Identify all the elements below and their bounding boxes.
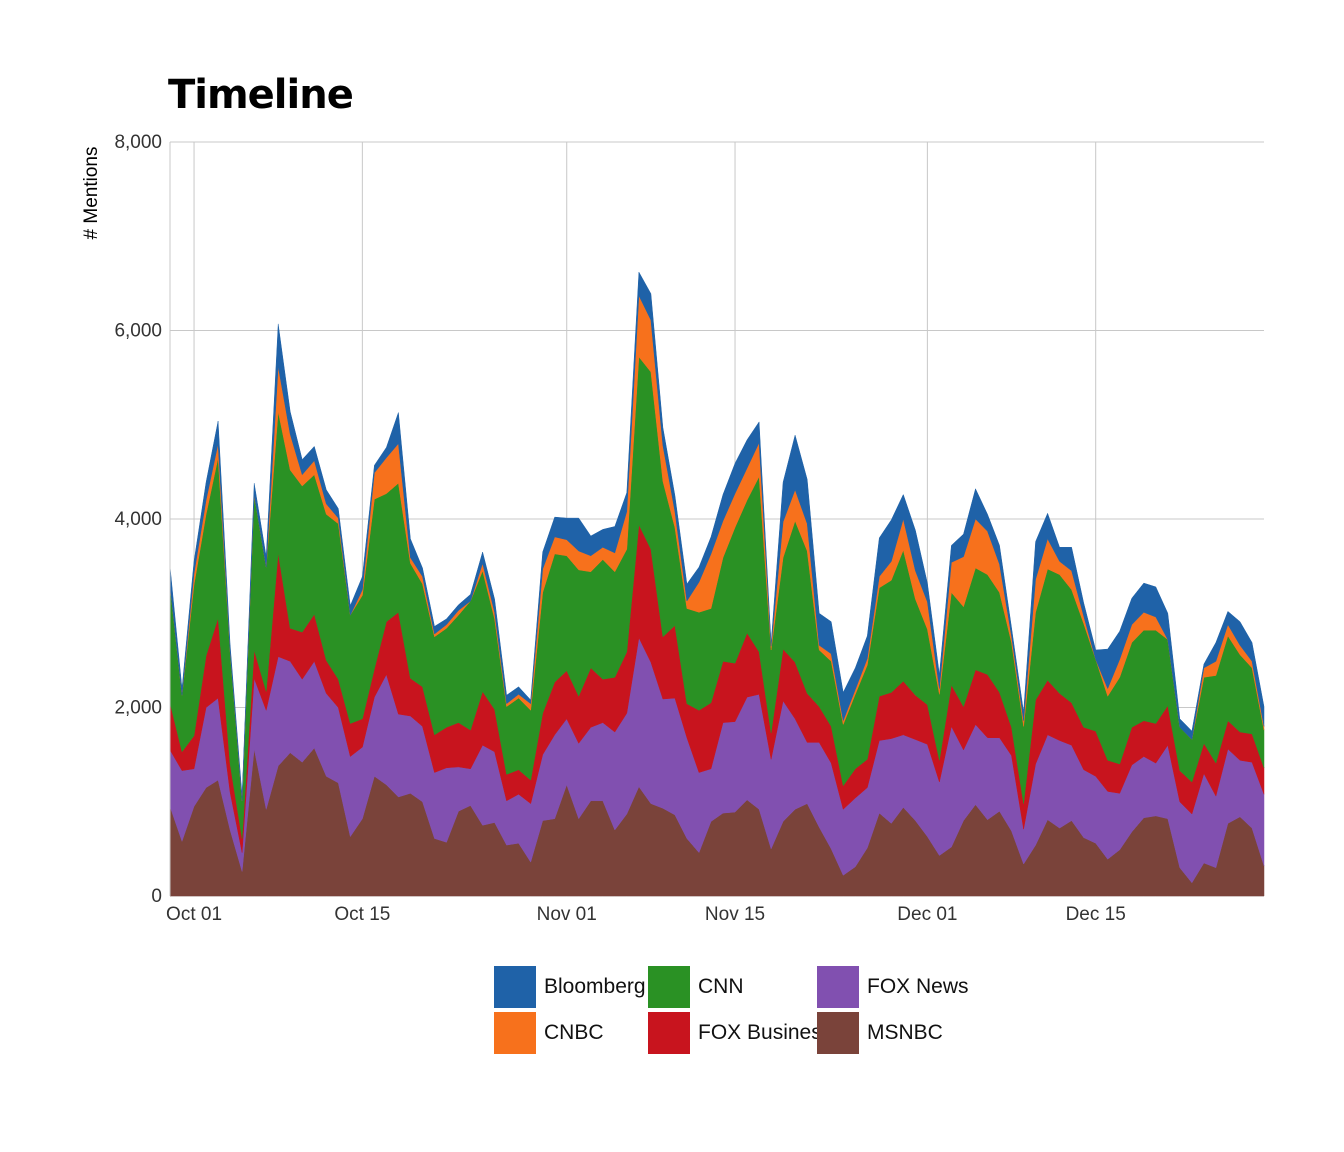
legend-item[interactable]: FOX News — [817, 966, 969, 1008]
legend-item[interactable]: CNN — [648, 966, 744, 1008]
legend-swatch — [494, 966, 536, 1008]
y-tick-label: 4,000 — [114, 509, 162, 530]
legend-item[interactable]: FOX Business — [648, 1012, 832, 1054]
legend-item[interactable]: Bloomberg — [494, 966, 646, 1008]
chart-title: Timeline — [168, 72, 354, 118]
x-tick-label: Oct 01 — [166, 904, 222, 925]
y-tick-label: 2,000 — [114, 698, 162, 719]
stacked-areas — [169, 271, 1265, 897]
x-tick-label: Dec 01 — [897, 904, 957, 925]
legend-label: Bloomberg — [544, 975, 646, 998]
y-tick-label: 0 — [151, 886, 162, 907]
legend-item[interactable]: CNBC — [494, 1012, 604, 1054]
axes: 0 2,000 4,000 6,000 8,000 Oct 01 Oct 15 Nov 01 N… — [114, 132, 1125, 925]
legend-label: CNN — [698, 975, 744, 998]
legend-swatch — [648, 966, 690, 1008]
x-tick-label: Nov 01 — [537, 904, 597, 925]
x-tick-label: Oct 15 — [334, 904, 390, 925]
series-area-bloomberg — [169, 271, 1265, 801]
y-axis-title: # Mentions — [81, 147, 102, 240]
legend-label: CNBC — [544, 1021, 604, 1044]
y-tick-label: 8,000 — [114, 132, 162, 153]
legend: Bloomberg CNBC CNN FOX Business FOX News MSNB… — [494, 966, 1014, 1058]
legend-item[interactable]: MSNBC — [817, 1012, 943, 1054]
x-tick-label: Nov 15 — [705, 904, 765, 925]
legend-label: FOX News — [867, 975, 969, 998]
legend-swatch — [494, 1012, 536, 1054]
legend-swatch — [648, 1012, 690, 1054]
legend-label: MSNBC — [867, 1021, 943, 1044]
legend-label: FOX Business — [698, 1021, 833, 1044]
legend-swatch — [817, 1012, 859, 1054]
legend-swatch — [817, 966, 859, 1008]
y-tick-label: 6,000 — [114, 321, 162, 342]
x-tick-label: Dec 15 — [1066, 904, 1126, 925]
